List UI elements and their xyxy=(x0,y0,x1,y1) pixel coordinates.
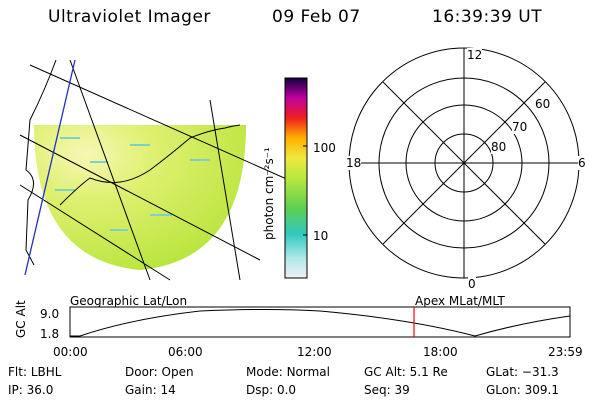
timeline-y-tick-9: 9.0 xyxy=(40,307,60,321)
footer-glat-value: −31.3 xyxy=(521,365,559,379)
timeline-x-tick-0600: 06:00 xyxy=(168,345,203,359)
polar-label-0: 0 xyxy=(468,277,476,291)
polar-lat-80: 80 xyxy=(491,140,507,154)
footer-glon: GLon: 309.1 xyxy=(486,383,559,397)
footer-ip: IP: 36.0 xyxy=(8,383,53,397)
footer-gain-label: Gain: xyxy=(125,383,157,397)
footer-mode-value: Normal xyxy=(286,365,330,379)
footer-seq-label: Seq: xyxy=(364,383,391,397)
colorbar xyxy=(284,77,308,279)
footer-glat: GLat: −31.3 xyxy=(486,365,559,379)
colorbar-tick-10: 10 xyxy=(313,229,329,243)
footer-door-value: Open xyxy=(161,365,194,379)
footer-flt-label: Flt: xyxy=(8,365,27,379)
footer-flt-value: LBHL xyxy=(30,365,62,379)
footer-glon-label: GLon: xyxy=(486,383,521,397)
timeline-x-tick-1200: 12:00 xyxy=(297,345,332,359)
footer-gain: Gain: 14 xyxy=(125,383,176,397)
timeline-x-tick-0000: 00:00 xyxy=(53,345,88,359)
footer-mode-label: Mode: xyxy=(246,365,283,379)
footer-ip-label: IP: xyxy=(8,383,23,397)
footer-ip-value: 36.0 xyxy=(26,383,54,397)
colorbar-tick-100: 100 xyxy=(313,141,336,155)
footer-gain-value: 14 xyxy=(160,383,176,397)
polar-label-6: 6 xyxy=(578,156,586,170)
coastline xyxy=(25,59,241,266)
footer-seq-value: 39 xyxy=(394,383,410,397)
polar-label-12: 12 xyxy=(467,48,483,62)
image-streaks xyxy=(55,137,210,231)
timeline-x-tick-1800: 18:00 xyxy=(423,345,458,359)
footer-gcalt-label: GC Alt: xyxy=(364,365,406,379)
date-label: 09 Feb 07 xyxy=(272,7,361,27)
colorbar-unit-label: photon cm⁻²s⁻¹ xyxy=(262,147,276,240)
timeline-right-title: Apex MLat/MLT xyxy=(415,294,505,308)
altitude-timeline xyxy=(69,306,571,338)
footer-flt: Flt: LBHL xyxy=(8,365,61,379)
footer-door-label: Door: xyxy=(125,365,158,379)
instrument-title: Ultraviolet Imager xyxy=(48,7,211,27)
timeline-y-label: GC Alt xyxy=(14,300,28,338)
timeline-x-tick-2359: 23:59 xyxy=(548,345,583,359)
footer-glon-value: 309.1 xyxy=(524,383,559,397)
footer-dsp-value: 0.0 xyxy=(276,383,297,397)
polar-plot xyxy=(348,47,580,279)
meridian-line xyxy=(24,59,76,276)
footer-gcalt: GC Alt: 5.1 Re xyxy=(364,365,448,379)
polar-lat-70: 70 xyxy=(512,120,528,134)
altitude-curve xyxy=(70,309,571,337)
time-label: 16:39:39 UT xyxy=(432,7,543,27)
footer-dsp: Dsp: 0.0 xyxy=(246,383,296,397)
polar-label-18: 18 xyxy=(346,156,362,170)
footer-gcalt-value: 5.1 Re xyxy=(409,365,448,379)
footer-door: Door: Open xyxy=(125,365,194,379)
timeline-left-title: Geographic Lat/Lon xyxy=(70,294,188,308)
footer-glat-label: GLat: xyxy=(486,365,519,379)
timeline-y-tick-1-8: 1.8 xyxy=(40,327,60,341)
footer-seq: Seq: 39 xyxy=(364,383,410,397)
uv-image-panel xyxy=(19,59,301,281)
polar-lat-60: 60 xyxy=(535,97,551,111)
polar-diagonal-2 xyxy=(382,81,546,245)
footer-dsp-label: Dsp: xyxy=(246,383,274,397)
footer-mode: Mode: Normal xyxy=(246,365,330,379)
